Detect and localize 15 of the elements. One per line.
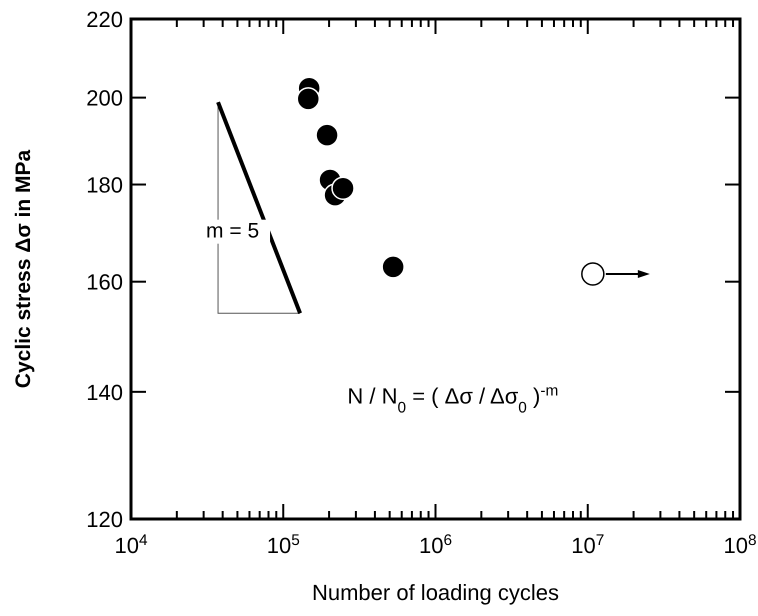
y-tick-label: 120 bbox=[86, 507, 123, 532]
y-axis-title: Cyclic stress Δσ in MPa bbox=[12, 149, 35, 388]
y-tick-label: 140 bbox=[86, 380, 123, 405]
x-tick-label: 10$^{7}$ bbox=[571, 532, 604, 558]
y-tick-label: 160 bbox=[86, 270, 123, 295]
y-tick-label: 220 bbox=[86, 7, 123, 32]
x-tick-label: 10$^{6}$ bbox=[418, 532, 452, 558]
y-tick-label: 200 bbox=[86, 86, 123, 111]
x-tick-label: 10$^{4}$ bbox=[114, 532, 148, 558]
x-axis-title: Number of loading cycles bbox=[312, 580, 560, 605]
y-tick-label: 180 bbox=[86, 172, 123, 198]
x-tick-label: 10$^{5}$ bbox=[266, 532, 300, 558]
annotation: m = 5 bbox=[206, 220, 260, 243]
annotation: N / N$_{0}$ = ( Δσ / Δσ$_{0}$ )$^{-m}$ bbox=[347, 382, 558, 416]
x-tick-label: 10$^{8}$ bbox=[723, 532, 757, 558]
